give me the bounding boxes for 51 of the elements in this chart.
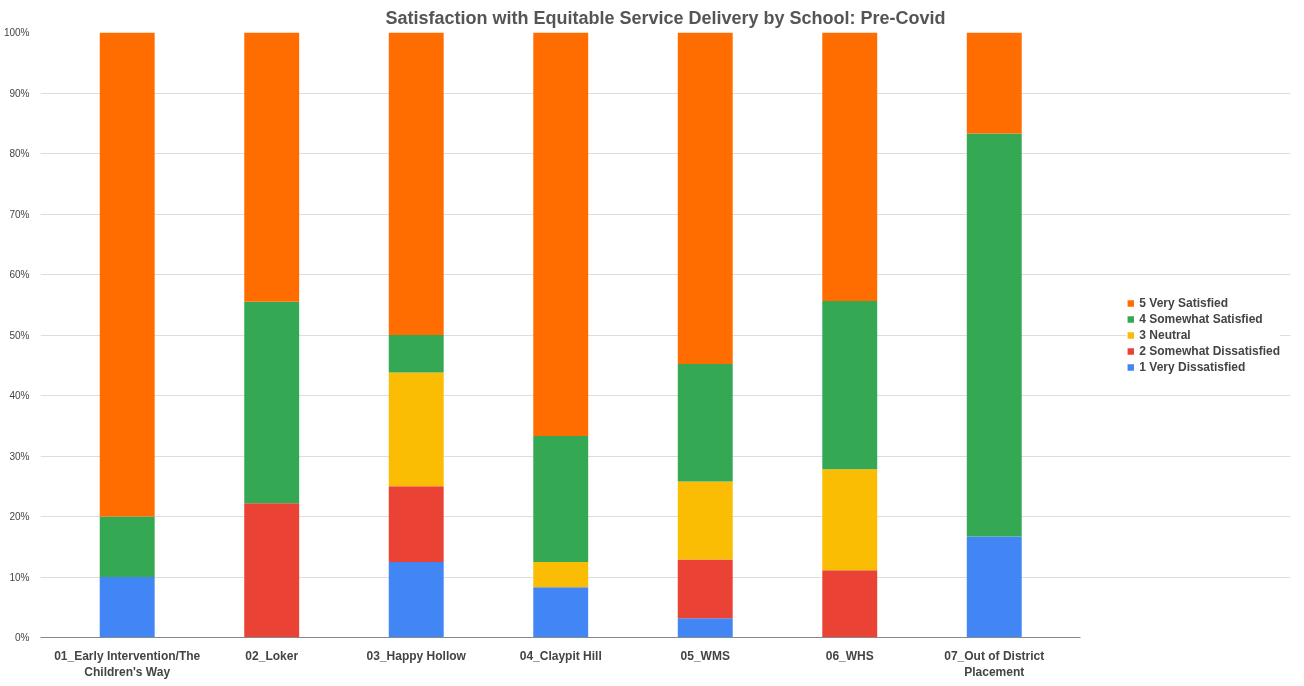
y-tick-label: 90% (9, 87, 30, 99)
x-tick-label: 06_WHS (825, 648, 874, 663)
bar (99, 577, 155, 638)
bar (966, 32, 1022, 134)
x-tick-label: 01_Early Intervention/The Children's Way (54, 648, 201, 680)
y-tick-label: 10% (9, 571, 30, 583)
y-tick-label: 70% (9, 208, 30, 220)
bar (966, 536, 1022, 638)
y-tick-label: 100% (3, 27, 30, 38)
x-tick-label: 02_Loker (245, 648, 299, 663)
chart-title: Satisfaction with Equitable Service Delivery by School: Pre-Covid (385, 7, 946, 28)
bar (677, 559, 733, 619)
bar (388, 486, 444, 562)
legend-label: 2 Somewhat Dissatisfied (1139, 343, 1280, 358)
bar (244, 503, 300, 638)
bar (966, 133, 1022, 537)
bar (677, 364, 733, 482)
y-tick-label: 50% (9, 329, 30, 341)
bar (388, 372, 444, 487)
bar (822, 570, 878, 638)
bar (677, 618, 733, 638)
bar (822, 469, 878, 571)
bar (677, 481, 733, 560)
x-tick-label: 07_Out of District Placement (944, 648, 1045, 680)
bar (388, 335, 444, 373)
bar (822, 301, 878, 470)
legend-label: 4 Somewhat Satisfied (1139, 311, 1263, 326)
x-tick-label: 04_Claypit Hill (519, 648, 602, 663)
y-tick-label: 60% (9, 269, 30, 280)
bar (533, 32, 589, 437)
y-tick-label: 40% (9, 390, 30, 401)
x-tick-label: 03_Happy Hollow (366, 648, 467, 663)
legend-label: 3 Neutral (1139, 327, 1191, 342)
bar (533, 561, 589, 588)
bar (822, 32, 878, 302)
bar (99, 516, 155, 577)
bar (533, 436, 589, 562)
x-tick-label: 05_WMS (680, 648, 730, 663)
legend-label: 1 Very Dissatisfied (1139, 359, 1246, 374)
y-tick-label: 0% (15, 632, 30, 643)
y-tick-label: 30% (9, 450, 30, 462)
y-tick-label: 20% (9, 511, 30, 522)
bar (388, 561, 444, 638)
legend-label: 5 Very Satisfied (1139, 295, 1228, 310)
y-tick-label: 80% (9, 148, 30, 159)
bar (244, 301, 300, 504)
bar (677, 32, 733, 365)
bar (388, 32, 444, 335)
bar (244, 32, 300, 302)
bar (99, 32, 155, 517)
bar (533, 587, 589, 638)
